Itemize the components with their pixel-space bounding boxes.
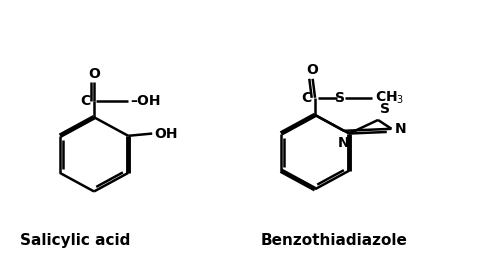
Text: C: C [301,91,312,105]
Text: C: C [80,94,90,109]
Text: N: N [395,122,406,136]
Text: O: O [307,63,319,77]
Text: –OH: –OH [130,94,160,109]
Text: S: S [335,91,345,105]
Text: N: N [338,136,350,150]
Text: O: O [88,67,100,81]
Text: Salicylic acid: Salicylic acid [19,233,130,248]
Text: Benzothiadiazole: Benzothiadiazole [261,233,408,248]
Text: S: S [381,102,390,116]
Text: OH: OH [155,126,178,140]
Text: CH$_3$: CH$_3$ [375,90,404,106]
